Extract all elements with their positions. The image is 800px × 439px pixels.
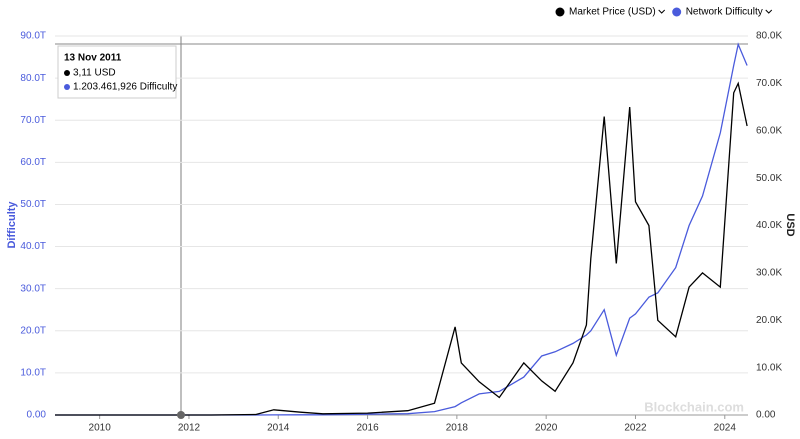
tooltip-date: 13 Nov 2011: [64, 53, 122, 64]
y2-tick-label: 50.0K: [756, 173, 782, 184]
y2-tick-label: 80.0K: [756, 31, 782, 42]
watermark: Blockchain.com: [644, 399, 744, 414]
y2-tick-label: 20.0K: [756, 315, 782, 326]
y2-tick-label: 0.00: [756, 410, 776, 421]
x-tick-label: 2018: [446, 423, 469, 434]
y2-tick-label: 60.0K: [756, 125, 782, 136]
y-tick-label: 0.00: [27, 410, 47, 421]
y-axis-title: Difficulty: [6, 201, 18, 249]
y2-tick-label: 30.0K: [756, 268, 782, 279]
tooltip-dot: [64, 70, 70, 76]
tooltip-difficulty: 1.203.461,926 Difficulty: [73, 82, 177, 93]
y2-tick-label: 10.0K: [756, 362, 782, 373]
legend-label[interactable]: Market Price (USD): [569, 7, 656, 18]
y-tick-label: 70.0T: [20, 115, 46, 126]
tooltip-dot: [64, 84, 70, 90]
plot: 0.00 10.0T 20.0T 30.0T 40.0T 50.0T 60.0T 70.0T 8…: [20, 31, 782, 434]
x-tick-label: 2014: [267, 423, 290, 434]
y-tick-label: 30.0T: [20, 283, 46, 294]
y2-tick-label: 40.0K: [756, 220, 782, 231]
legend-label[interactable]: Network Difficulty: [686, 7, 763, 18]
legend-caret: [765, 9, 773, 14]
tooltip-price: 3,11 USD: [73, 68, 116, 79]
y-tick-label: 10.0T: [20, 368, 46, 379]
x-tick-label: 2016: [356, 423, 379, 434]
legend-dot: [672, 7, 682, 17]
tooltip: [57, 45, 177, 99]
series-line: [55, 42, 748, 416]
x-tick-label: 2012: [178, 423, 201, 434]
series-line: [55, 81, 748, 416]
legend-dot: [555, 7, 565, 17]
y-tick-label: 80.0T: [20, 73, 46, 84]
y-tick-label: 50.0T: [20, 199, 46, 210]
y-tick-label: 40.0T: [20, 241, 46, 252]
x-tick-label: 2010: [89, 423, 112, 434]
y2-tick-label: 70.0K: [756, 78, 782, 89]
hover-point: [177, 411, 185, 419]
y-tick-label: 90.0T: [20, 31, 46, 42]
x-tick-label: 2020: [535, 423, 558, 434]
legend-caret: [658, 9, 666, 14]
y-tick-label: 60.0T: [20, 157, 46, 168]
y2-axis-title: USD: [784, 213, 796, 236]
y-tick-label: 20.0T: [20, 325, 46, 336]
x-tick-label: 2022: [624, 423, 647, 434]
x-tick-label: 2024: [714, 423, 737, 434]
